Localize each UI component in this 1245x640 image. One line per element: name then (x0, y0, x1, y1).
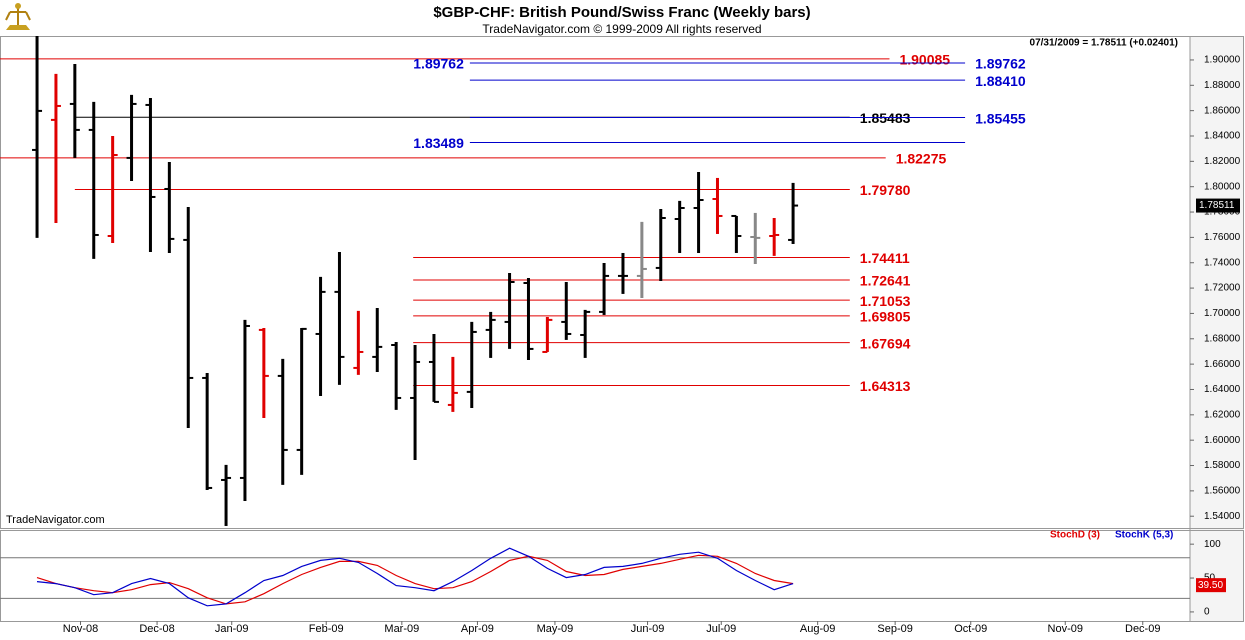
y-tick-label: 1.74000 (1204, 257, 1241, 268)
x-tick-label: Mar-09 (384, 623, 419, 635)
level-label: 1.79780 (860, 182, 911, 198)
x-tick-label: Jan-09 (215, 623, 249, 635)
level-label: 1.89762 (975, 56, 1026, 72)
price-panel-frame (0, 36, 1244, 529)
logo (5, 3, 31, 30)
y-tick-label: 1.70000 (1204, 308, 1241, 319)
x-tick-label: Jul-09 (706, 623, 736, 635)
y-tick-label: 1.80000 (1204, 181, 1241, 192)
last-price-box (1196, 198, 1240, 213)
x-tick-label: Apr-09 (461, 623, 494, 635)
chart-subtitle: TradeNavigator.com © 1999-2009 All right… (482, 22, 761, 36)
y-tick-label: 100 (1204, 539, 1221, 550)
last-value-label: 39.50 (1198, 580, 1223, 591)
y-tick-label: 1.82000 (1204, 156, 1241, 167)
level-label: 1.90085 (899, 52, 950, 68)
level-label: 1.67694 (860, 335, 911, 351)
y-tick-label: 1.66000 (1204, 359, 1241, 370)
x-tick-label: Feb-09 (309, 623, 344, 635)
legend-entry: StochK (5,3) (1115, 530, 1173, 541)
stoch-line (36, 554, 794, 605)
legend-entry: StochD (3) (1050, 530, 1100, 541)
last-value-box (1196, 578, 1226, 593)
level-label: 1.85455 (975, 110, 1026, 126)
y-tick-label: 1.86000 (1204, 105, 1241, 116)
level-annotation: 1.83489 (413, 135, 464, 151)
y-tick-label: 1.56000 (1204, 486, 1241, 497)
level-label: 1.69805 (860, 309, 911, 325)
y-tick-label: 1.90000 (1204, 55, 1241, 66)
chart-title: $GBP-CHF: British Pound/Swiss Franc (Wee… (433, 4, 810, 21)
header-quote: 07/31/2009 = 1.78511 (+0.02401) (1030, 38, 1178, 49)
x-tick-label: Nov-08 (63, 623, 98, 635)
x-tick-label: Aug-09 (800, 623, 835, 635)
level-label: 1.72641 (860, 273, 911, 289)
level-label: 1.64313 (860, 378, 911, 394)
x-tick-label: Jun-09 (631, 623, 665, 635)
x-tick-label: Sep-09 (877, 623, 912, 635)
level-label: 1.71053 (860, 293, 911, 309)
stoch-line (36, 547, 794, 607)
level-label: 1.82275 (896, 151, 947, 167)
x-tick-label: Dec-08 (139, 623, 174, 635)
y-tick-label: 1.64000 (1204, 384, 1241, 395)
watermark: TradeNavigator.com (6, 514, 105, 526)
y-tick-label: 0 (1204, 607, 1210, 618)
x-tick-label: Dec-09 (1125, 623, 1160, 635)
level-annotation: 1.89762 (413, 56, 464, 72)
y-tick-label: 1.60000 (1204, 435, 1241, 446)
x-tick-label: May-09 (537, 623, 574, 635)
y-tick-label: 1.68000 (1204, 333, 1241, 344)
y-tick-label: 1.72000 (1204, 283, 1241, 294)
y-tick-label: 1.76000 (1204, 232, 1241, 243)
last-price-label: 1.78511 (1199, 200, 1235, 211)
level-label: 1.88410 (975, 73, 1026, 89)
y-tick-label: 1.58000 (1204, 460, 1241, 471)
y-tick-label: 1.88000 (1204, 80, 1241, 91)
y-tick-label: 1.62000 (1204, 409, 1241, 420)
y-tick-label: 1.84000 (1204, 131, 1241, 142)
x-tick-label: Oct-09 (954, 623, 987, 635)
stoch-panel-frame (0, 530, 1244, 622)
y-tick-label: 1.54000 (1204, 511, 1241, 522)
x-tick-label: Nov-09 (1048, 623, 1083, 635)
axis-panel (1190, 36, 1244, 622)
level-label: 1.74411 (860, 250, 910, 266)
